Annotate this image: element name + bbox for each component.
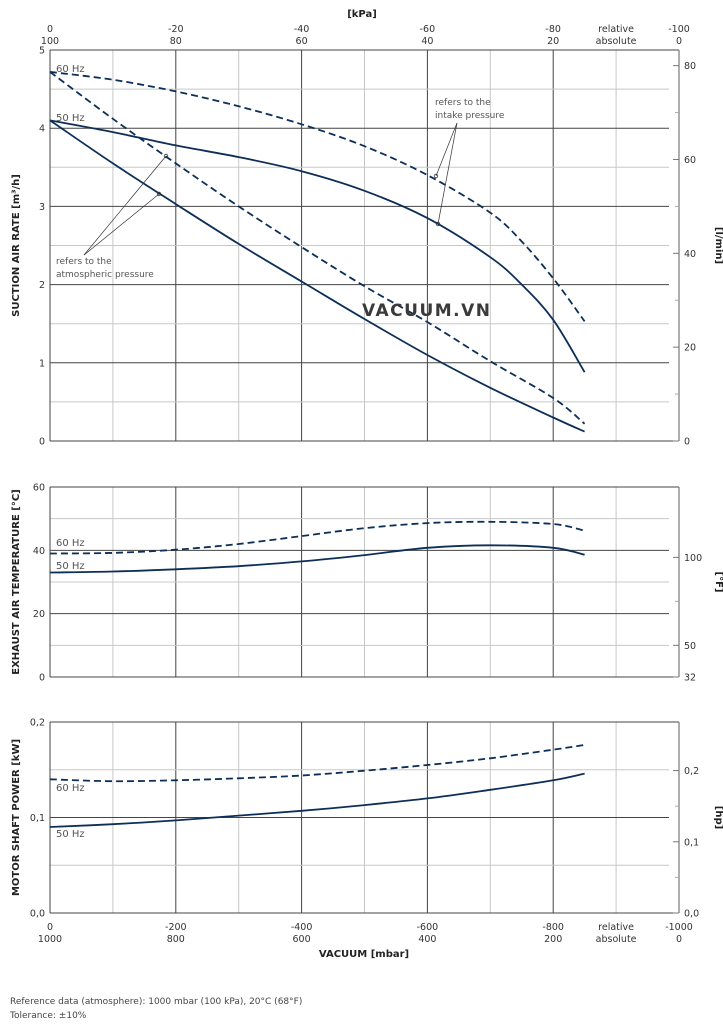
top-tick-absolute: 40 bbox=[421, 36, 433, 47]
label-60hz: 60 Hz bbox=[56, 783, 85, 794]
top-tick-relative: -100 bbox=[668, 24, 690, 35]
y-tick-label: 2 bbox=[39, 280, 45, 291]
top-axis-label: [kPa] bbox=[347, 9, 377, 20]
y-tick-label: 0,1 bbox=[30, 813, 45, 824]
right-tick-label: 20 bbox=[684, 343, 696, 354]
bottom-tick-relative: -800 bbox=[542, 922, 564, 933]
y-tick-label: 0,0 bbox=[30, 909, 45, 920]
annotation-marker bbox=[156, 191, 162, 197]
y-tick-label: 1 bbox=[39, 358, 45, 369]
annotation-leader bbox=[437, 122, 458, 225]
series-line-60-hz bbox=[49, 520, 585, 555]
series-line-50-hz-intake-pressure- bbox=[49, 119, 586, 373]
bottom-tick-absolute: 1000 bbox=[38, 934, 62, 945]
bottom-tick-relative: -1000 bbox=[665, 922, 693, 933]
annotation-marker bbox=[163, 153, 169, 159]
label-50hz: 50 Hz bbox=[56, 829, 85, 840]
watermark: VACUUM.VN bbox=[362, 301, 492, 321]
top-tick-relative: -40 bbox=[294, 24, 310, 35]
bottom-tick-absolute: absolute bbox=[596, 934, 637, 945]
right-tick-label: 50 bbox=[684, 641, 696, 652]
y-axis-label-right: [l/min] bbox=[713, 227, 723, 264]
y-axis-label-right: [hp] bbox=[713, 806, 723, 829]
y-tick-label: 5 bbox=[39, 46, 45, 57]
bottom-tick-absolute: 400 bbox=[418, 934, 436, 945]
top-tick-relative: 0 bbox=[47, 24, 53, 35]
label-50hz: 50 Hz bbox=[56, 561, 85, 572]
annotation-leader bbox=[83, 193, 160, 256]
series-line-60-hz-atmospheric-pressure- bbox=[49, 71, 586, 425]
y-tick-label: 0 bbox=[39, 673, 45, 684]
tolerance-note: Tolerance: ±10% bbox=[10, 1011, 87, 1021]
bottom-tick-absolute: 0 bbox=[676, 934, 682, 945]
top-tick-relative: -20 bbox=[168, 24, 184, 35]
y-tick-label: 20 bbox=[33, 609, 45, 620]
label-60hz: 60 Hz bbox=[56, 64, 85, 75]
series-line-60-hz bbox=[49, 744, 585, 783]
y-axis-label: EXHAUST AIR TEMPERATURE [°C] bbox=[11, 489, 22, 674]
y-axis-label: MOTOR SHAFT POWER [kW] bbox=[11, 739, 22, 896]
y-tick-label: 60 bbox=[33, 483, 45, 494]
right-tick-label: 40 bbox=[684, 249, 696, 260]
x-axis-label: VACUUM [mbar] bbox=[319, 949, 409, 960]
reference-note: Reference data (atmosphere): 1000 mbar (… bbox=[10, 997, 303, 1007]
annotation-marker bbox=[435, 221, 441, 227]
right-tick-label: 80 bbox=[684, 61, 696, 72]
bottom-tick-relative: -600 bbox=[417, 922, 439, 933]
top-tick-relative: -60 bbox=[420, 24, 436, 35]
top-tick-absolute: 100 bbox=[41, 36, 59, 47]
label-50hz: 50 Hz bbox=[56, 113, 85, 124]
label-60hz: 60 Hz bbox=[56, 538, 85, 549]
y-tick-label: 4 bbox=[39, 124, 45, 135]
annotation-atm-1: refers to the bbox=[56, 257, 112, 267]
y-tick-label: 0,2 bbox=[30, 718, 45, 729]
right-tick-label: 60 bbox=[684, 155, 696, 166]
series-line-50-hz bbox=[49, 544, 585, 574]
bottom-tick-absolute: 800 bbox=[167, 934, 185, 945]
right-tick-label: 32 bbox=[684, 673, 696, 684]
right-tick-label: 0,1 bbox=[684, 837, 699, 848]
top-tick-absolute: absolute bbox=[596, 36, 637, 47]
right-tick-label: 0,2 bbox=[684, 766, 699, 777]
right-tick-label: 100 bbox=[684, 553, 702, 564]
top-tick-absolute: 80 bbox=[170, 36, 182, 47]
bottom-tick-relative: relative bbox=[598, 922, 634, 933]
y-tick-label: 0 bbox=[39, 437, 45, 448]
annotation-leader bbox=[435, 122, 458, 177]
bottom-tick-absolute: 600 bbox=[293, 934, 311, 945]
bottom-tick-absolute: 200 bbox=[544, 934, 562, 945]
annotation-marker bbox=[433, 173, 439, 179]
series-line-50-hz bbox=[49, 772, 585, 828]
y-tick-label: 40 bbox=[33, 546, 45, 557]
y-axis-label: SUCTION AIR RATE [m³/h] bbox=[11, 174, 22, 317]
annotation-intake-2: intake pressure bbox=[435, 111, 505, 121]
annotation-intake-1: refers to the bbox=[435, 98, 491, 108]
y-tick-label: 3 bbox=[39, 202, 45, 213]
series-line-60-hz-intake-pressure- bbox=[49, 71, 586, 322]
top-tick-relative: -80 bbox=[545, 24, 561, 35]
right-tick-label: 0,0 bbox=[684, 909, 699, 920]
annotation-atm-2: atmospheric pressure bbox=[56, 270, 154, 280]
top-tick-absolute: 60 bbox=[296, 36, 308, 47]
bottom-tick-relative: 0 bbox=[47, 922, 53, 933]
top-tick-absolute: 20 bbox=[547, 36, 559, 47]
top-tick-relative: relative bbox=[598, 24, 634, 35]
right-tick-label: 0 bbox=[684, 437, 690, 448]
bottom-tick-relative: -200 bbox=[165, 922, 187, 933]
top-tick-absolute: 0 bbox=[676, 36, 682, 47]
bottom-tick-relative: -400 bbox=[291, 922, 313, 933]
y-axis-label-right: [°F] bbox=[713, 572, 723, 593]
annotation-leader bbox=[83, 155, 167, 256]
